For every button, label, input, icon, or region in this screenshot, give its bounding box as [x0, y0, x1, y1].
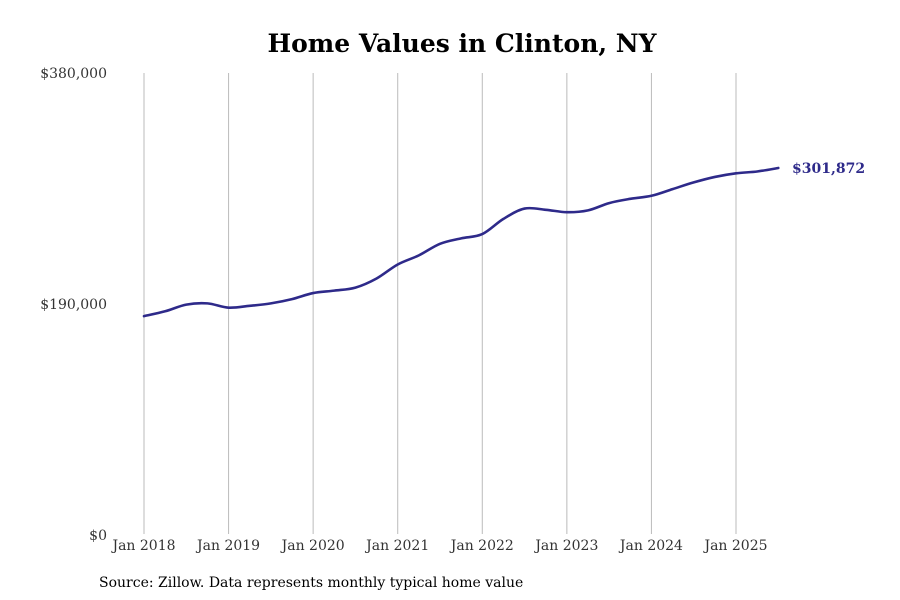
x-tick-label: Jan 2024 [618, 538, 683, 554]
x-tick-label: Jan 2025 [702, 538, 767, 554]
chart-title: Home Values in Clinton, NY [268, 29, 658, 58]
x-tick-label: Jan 2023 [533, 538, 598, 554]
y-tick-label: $0 [89, 528, 107, 544]
x-tick-label: Jan 2018 [110, 538, 175, 554]
series-layer [142, 166, 780, 318]
x-tick-label: Jan 2022 [449, 538, 514, 554]
x-tick-label: Jan 2019 [195, 538, 260, 554]
last-value-label: $301,872 [792, 161, 865, 177]
x-tick-label: Jan 2020 [280, 538, 345, 554]
y-axis-ticks: $0 $190,000 $380,000 [40, 66, 107, 544]
vertical-gridlines [143, 73, 737, 534]
x-tick-label: Jan 2021 [364, 538, 429, 554]
y-tick-label: $380,000 [40, 66, 107, 82]
x-axis-ticks: Jan 2018 Jan 2019 Jan 2020 Jan 2021 Jan 2022… [110, 538, 767, 554]
y-tick-label: $190,000 [40, 297, 107, 313]
series-line-0 [142, 166, 780, 318]
source-note: Source: Zillow. Data represents monthly … [99, 575, 523, 591]
